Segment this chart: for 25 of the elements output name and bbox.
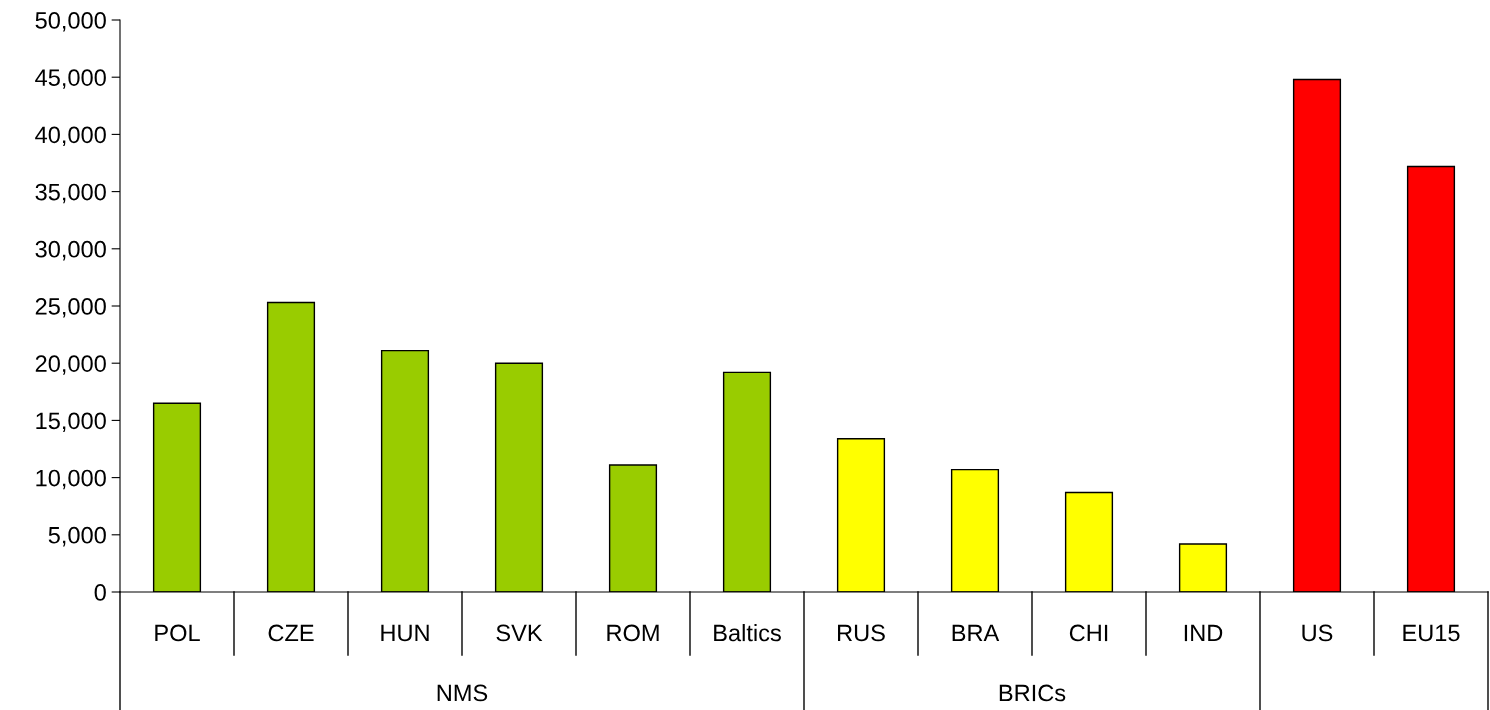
x-tick-label: CZE — [268, 624, 314, 642]
y-tick-label: 25,000 — [35, 298, 106, 318]
text: BRICs — [999, 684, 1066, 702]
text: NMS — [437, 684, 488, 702]
y-tick-label: 50,000 — [35, 12, 106, 32]
y-tick-label: 40,000 — [35, 126, 106, 146]
x-tick-label: CHI — [1069, 624, 1108, 642]
y-tick-label: 20,000 — [35, 355, 106, 375]
y-tick-label: 45,000 — [35, 69, 106, 89]
y-tick-label: 35,000 — [35, 183, 106, 204]
x-tick-label: ROM — [607, 624, 659, 642]
x-tick-label: IND — [1184, 624, 1223, 642]
x-tick-label: BRA — [952, 624, 1000, 642]
x-tick-label: HUN — [381, 624, 429, 642]
x-tick-label: Baltics — [714, 623, 781, 642]
x-tick-label: US — [1302, 624, 1333, 642]
x-tick-label: RUS — [838, 624, 885, 642]
x-tick-label: POL — [155, 624, 200, 642]
y-tick-label: 30,000 — [35, 240, 106, 261]
x-tick-label: SVK — [496, 624, 543, 642]
y-tick-label: 0 — [94, 584, 106, 601]
y-tick-label: 10,000 — [36, 469, 106, 490]
x-tick-label: EU15 — [1403, 624, 1460, 642]
y-tick-label: 15,000 — [36, 412, 106, 432]
y-tick-label: 5,000 — [48, 526, 106, 547]
